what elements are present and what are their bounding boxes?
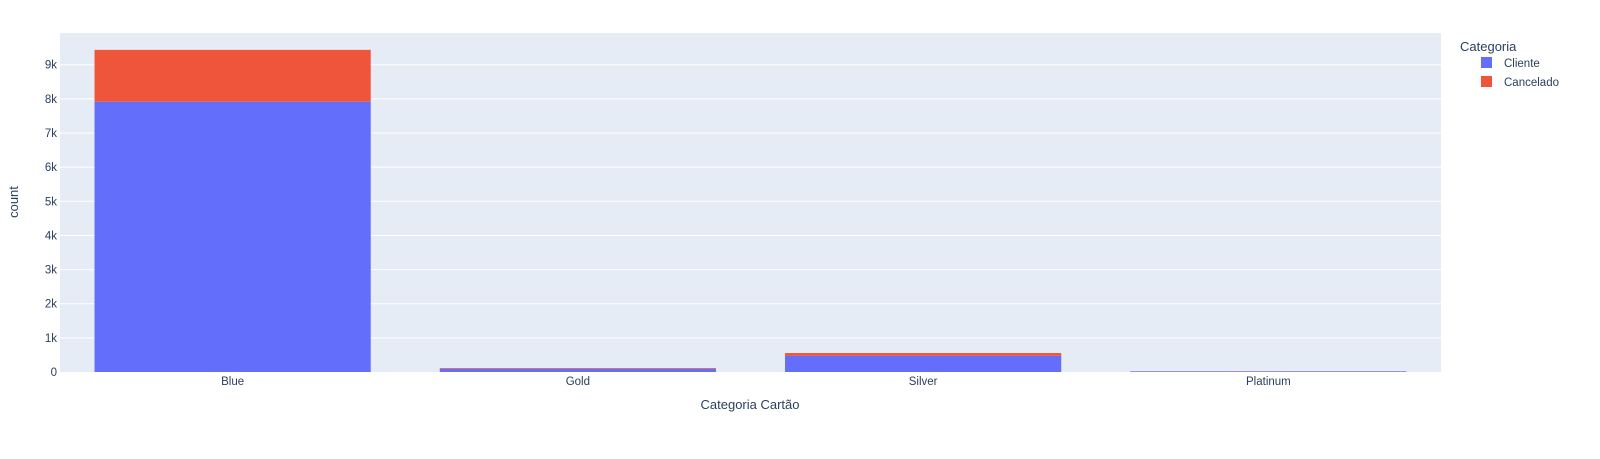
y-tick-label: 6k bbox=[45, 162, 57, 174]
y-tick-label: 1k bbox=[45, 333, 57, 345]
y-tick-label: 2k bbox=[45, 299, 57, 311]
legend-items[interactable]: Cliente Cancelado bbox=[1481, 57, 1559, 89]
bar-cancelado-blue[interactable] bbox=[95, 50, 371, 102]
y-tick-label: 5k bbox=[45, 196, 57, 208]
x-tick-label: Blue bbox=[221, 376, 244, 388]
y-axis-title: count bbox=[6, 186, 21, 218]
y-tick-label: 8k bbox=[45, 94, 57, 106]
x-tick-label: Gold bbox=[566, 376, 590, 388]
legend[interactable]: Categoria Cliente Cancelado bbox=[1460, 39, 1559, 89]
y-tick-label: 0 bbox=[51, 367, 57, 379]
legend-item-cliente[interactable]: Cliente bbox=[1481, 57, 1540, 70]
y-tick-label: 4k bbox=[45, 230, 57, 242]
legend-label: Cancelado bbox=[1504, 77, 1559, 89]
x-tick-label: Silver bbox=[909, 376, 938, 388]
legend-swatch[interactable] bbox=[1481, 76, 1492, 87]
legend-title: Categoria bbox=[1460, 39, 1517, 54]
bar-cliente-gold[interactable] bbox=[440, 369, 716, 372]
y-tick-label: 9k bbox=[45, 60, 57, 72]
y-tick-label: 7k bbox=[45, 128, 57, 140]
bar-cliente-silver[interactable] bbox=[785, 356, 1061, 372]
x-tick-label: Platinum bbox=[1246, 376, 1291, 388]
bar-cancelado-gold[interactable] bbox=[440, 368, 716, 369]
y-axis-ticks: 0 1k 2k 3k 4k 5k 6k 7k 8k 9k bbox=[45, 60, 57, 379]
bar-cliente-blue[interactable] bbox=[95, 102, 371, 372]
legend-item-cancelado[interactable]: Cancelado bbox=[1481, 76, 1559, 89]
bar-cliente-platinum[interactable] bbox=[1130, 371, 1406, 372]
legend-label: Cliente bbox=[1504, 58, 1540, 70]
legend-swatch[interactable] bbox=[1481, 57, 1492, 68]
bar-cancelado-silver[interactable] bbox=[785, 353, 1061, 356]
x-axis-title: Categoria Cartão bbox=[701, 397, 800, 412]
x-axis-ticks: Blue Gold Silver Platinum bbox=[221, 376, 1291, 388]
y-tick-label: 3k bbox=[45, 265, 57, 277]
